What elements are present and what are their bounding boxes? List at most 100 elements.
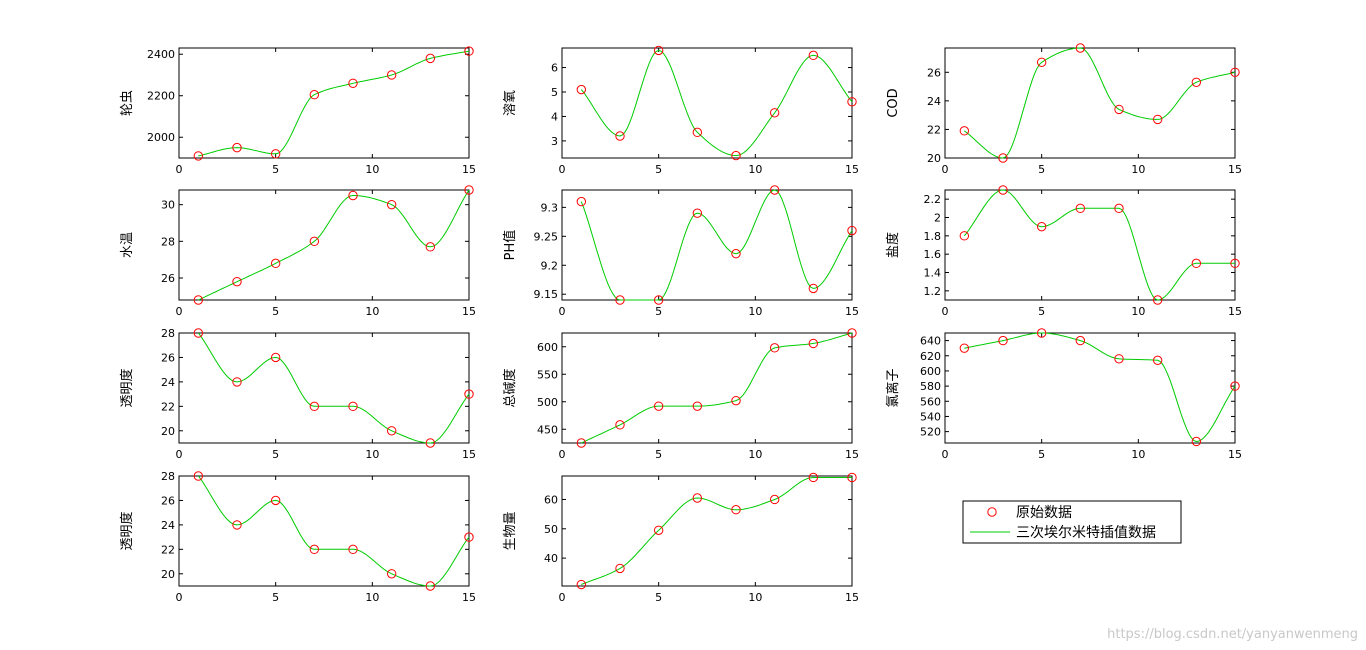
data-point-original bbox=[309, 89, 320, 100]
data-point-original bbox=[193, 295, 204, 305]
data-point-original bbox=[309, 236, 320, 247]
x-tick-label: 15 bbox=[1228, 448, 1242, 461]
legend-label-interpolated: 三次埃尔米特插值数据 bbox=[1016, 525, 1156, 541]
data-point-original bbox=[232, 377, 242, 387]
data-point-original bbox=[692, 401, 703, 411]
series-line-interpolated bbox=[581, 332, 853, 444]
y-tick-label: 1.6 bbox=[924, 248, 942, 261]
y-tick-label: 20 bbox=[161, 425, 175, 438]
y-axis-label: 氯离子 bbox=[885, 368, 901, 407]
y-tick-label: 28 bbox=[161, 470, 175, 483]
data-point-original bbox=[193, 328, 204, 338]
data-point-original bbox=[847, 97, 857, 107]
x-tick-label: 5 bbox=[1038, 305, 1045, 318]
data-point-original bbox=[348, 190, 358, 201]
subplot: 0 5 10 15 3 4 5 6 溶氧 bbox=[503, 45, 859, 176]
data-point-original bbox=[1152, 114, 1163, 125]
data-point-original bbox=[653, 401, 664, 411]
x-tick-label: 5 bbox=[655, 305, 662, 318]
x-tick-label: 5 bbox=[1038, 163, 1045, 176]
data-point-original bbox=[1075, 335, 1086, 346]
x-tick-label: 10 bbox=[1131, 448, 1145, 461]
y-axis-label: 溶氧 bbox=[503, 90, 518, 116]
x-tick-label: 10 bbox=[1131, 163, 1145, 176]
x-tick-label: 15 bbox=[1228, 163, 1242, 176]
data-point-original bbox=[1191, 436, 1202, 447]
data-point-original bbox=[769, 343, 780, 353]
y-tick-label: 9.15 bbox=[534, 288, 559, 301]
data-point-original bbox=[731, 395, 741, 406]
y-tick-label: 6 bbox=[551, 62, 558, 75]
data-point-original bbox=[769, 185, 780, 195]
data-point-original bbox=[576, 84, 587, 95]
y-axis-label: 透明度 bbox=[119, 368, 135, 407]
data-point-original bbox=[959, 126, 970, 136]
y-tick-label: 2.2 bbox=[924, 193, 942, 206]
y-tick-label: 550 bbox=[537, 368, 558, 381]
x-tick-label: 15 bbox=[462, 448, 476, 461]
y-tick-label: 5 bbox=[551, 86, 558, 99]
series-line-interpolated bbox=[964, 332, 1236, 443]
y-tick-label: 600 bbox=[537, 341, 558, 354]
y-tick-label: 24 bbox=[161, 376, 175, 389]
data-point-original bbox=[731, 248, 741, 259]
series-line-interpolated bbox=[581, 477, 852, 585]
plot-area bbox=[944, 189, 1236, 301]
y-axis-label: 生物量 bbox=[503, 511, 518, 550]
data-point-original bbox=[464, 46, 474, 56]
legend-marker-original bbox=[987, 507, 997, 517]
subplot: 0 5 10 15 2000 2200 2400 轮虫 bbox=[120, 46, 476, 176]
data-point-original bbox=[847, 225, 857, 236]
y-tick-label: 1.2 bbox=[924, 285, 942, 298]
x-tick-label: 15 bbox=[1228, 305, 1242, 318]
series-line-interpolated bbox=[963, 189, 1235, 301]
subplot: 0 5 10 15 20 22 24 26 28 透明度 bbox=[119, 327, 476, 461]
data-point-original bbox=[731, 505, 741, 515]
data-point-original bbox=[998, 153, 1008, 163]
y-tick-label: 450 bbox=[537, 423, 558, 436]
data-point-original bbox=[386, 569, 397, 579]
data-point-original bbox=[692, 493, 703, 503]
data-point-original bbox=[692, 208, 703, 218]
plot-area bbox=[561, 475, 853, 587]
data-point-original bbox=[193, 471, 204, 481]
x-tick-label: 0 bbox=[176, 305, 183, 318]
plot-area bbox=[561, 332, 853, 444]
series-line-interpolated bbox=[964, 47, 1236, 159]
y-tick-label: 24 bbox=[161, 519, 175, 532]
x-tick-label: 0 bbox=[176, 591, 183, 604]
data-point-original bbox=[232, 276, 242, 287]
data-point-original bbox=[959, 343, 970, 353]
x-tick-label: 15 bbox=[462, 163, 476, 176]
y-tick-label: 560 bbox=[920, 395, 941, 408]
x-tick-label: 0 bbox=[942, 305, 949, 318]
x-tick-label: 5 bbox=[272, 305, 279, 318]
data-point-original bbox=[1230, 381, 1240, 391]
x-tick-label: 5 bbox=[655, 448, 662, 461]
x-tick-label: 5 bbox=[272, 163, 279, 176]
data-point-original bbox=[1230, 67, 1240, 77]
data-point-original bbox=[808, 50, 819, 61]
data-point-original bbox=[769, 494, 780, 505]
series-line-interpolated bbox=[197, 475, 470, 587]
y-tick-label: 1.4 bbox=[924, 267, 942, 280]
data-point-original bbox=[653, 525, 664, 535]
data-point-original bbox=[270, 495, 281, 506]
series-line-interpolated bbox=[198, 50, 470, 157]
plot-area bbox=[178, 475, 470, 587]
data-point-original bbox=[1114, 104, 1124, 115]
x-tick-label: 15 bbox=[845, 448, 859, 461]
y-tick-label: 26 bbox=[161, 351, 175, 364]
x-tick-label: 0 bbox=[942, 163, 949, 176]
y-tick-label: 2400 bbox=[147, 48, 175, 61]
x-tick-label: 10 bbox=[1131, 305, 1145, 318]
y-tick-label: 24 bbox=[927, 95, 941, 108]
data-point-original bbox=[998, 335, 1008, 346]
series-line-interpolated bbox=[197, 332, 470, 444]
y-tick-label: 9.3 bbox=[541, 201, 559, 214]
y-axis-label: 总碱度 bbox=[502, 368, 518, 407]
data-point-original bbox=[464, 185, 474, 195]
y-tick-label: 2000 bbox=[147, 131, 175, 144]
